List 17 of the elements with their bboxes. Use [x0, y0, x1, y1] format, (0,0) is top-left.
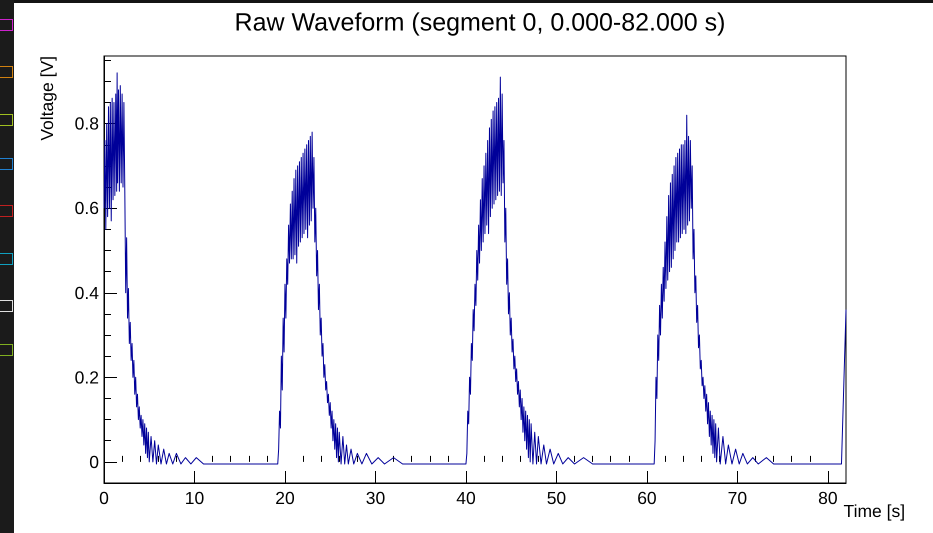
y-tick-label: 0.8	[74, 114, 99, 134]
y-tick-label: 0.4	[74, 282, 100, 303]
x-axis-title: Time [s]	[844, 501, 906, 521]
y-tick-label: 0.6	[74, 198, 99, 218]
y-tick-label: 0	[89, 452, 100, 472]
y-axis-title: Voltage [V]	[37, 56, 57, 141]
chart-title: Raw Waveform (segment 0, 0.000-82.000 s)	[234, 8, 726, 36]
line-series	[104, 72, 846, 464]
y-tick-label: 0.2	[74, 367, 99, 388]
x-tick-label: 80	[818, 488, 838, 508]
x-tick-label: 60	[637, 488, 657, 508]
x-tick-label: 50	[546, 488, 566, 508]
x-tick-label: 70	[728, 488, 748, 508]
x-tick-label: 10	[184, 488, 204, 508]
x-tick-label: 20	[275, 488, 295, 508]
x-tick-label: 40	[456, 488, 476, 508]
x-tick-label: 30	[366, 488, 386, 508]
